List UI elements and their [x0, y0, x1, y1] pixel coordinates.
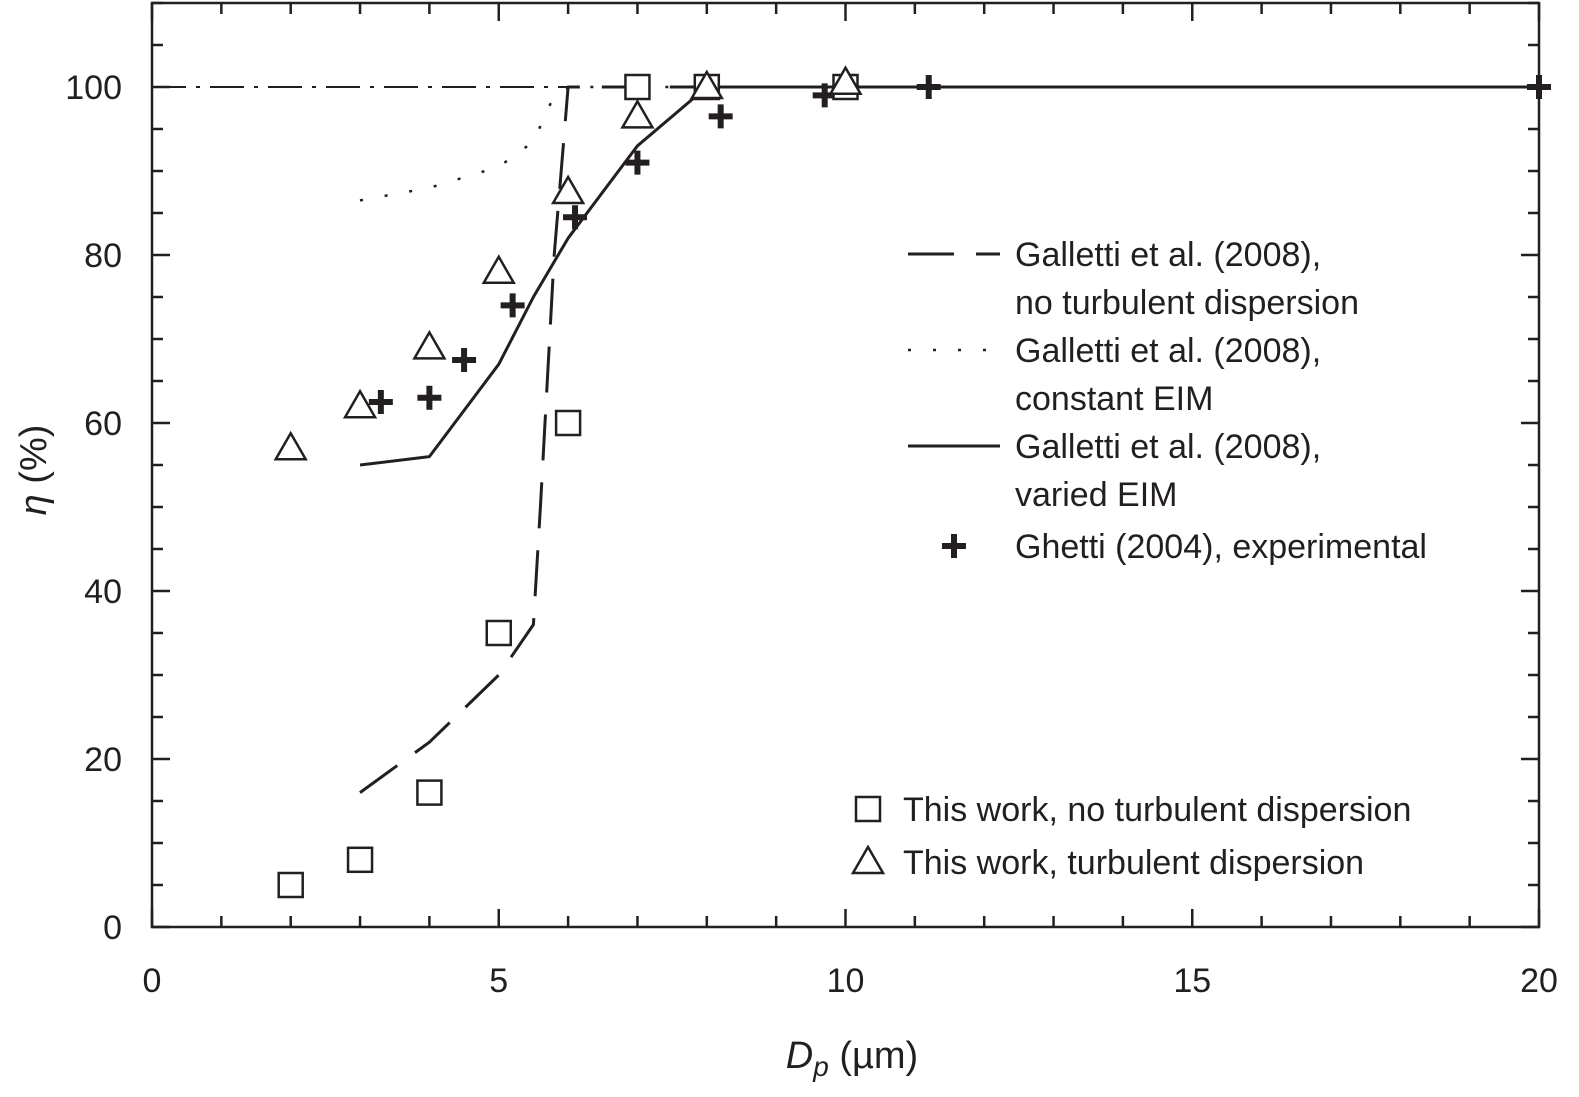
marker-plus — [500, 293, 525, 318]
legend-label: This work, turbulent dispersion — [903, 844, 1364, 882]
marker-square — [416, 779, 443, 806]
plot-frame — [150, 1, 1541, 929]
y-tick-label: 80 — [84, 237, 122, 275]
marker-plus — [625, 150, 650, 175]
marker-triangle — [273, 430, 308, 461]
x-axis-label: Dp (µm) — [786, 1035, 918, 1082]
x-axis-label-sub: p — [812, 1051, 829, 1082]
y-tick-label: 60 — [84, 405, 122, 443]
legend: Galletti et al. (2008), no turbulent disp… — [850, 236, 1427, 882]
legend-label-line2: no turbulent dispersion — [1015, 284, 1359, 322]
marker-triangle — [412, 329, 447, 360]
marker-plus — [708, 104, 733, 129]
y-axis-label-symbol: η — [13, 494, 55, 515]
marker-square — [277, 871, 304, 899]
marker-plus — [368, 390, 393, 414]
marker-plus — [563, 205, 588, 230]
x-tick-label: 15 — [1173, 962, 1211, 1000]
marker-triangle — [550, 174, 586, 205]
series-markers — [273, 65, 1551, 899]
marker-plus — [916, 75, 941, 99]
y-tick-label: 20 — [84, 741, 122, 779]
marker-plus — [417, 385, 442, 410]
x-tick-label: 0 — [143, 962, 162, 1000]
y-tick-label: 40 — [84, 573, 122, 611]
series-line-1 — [359, 85, 1539, 202]
marker-triangle — [620, 98, 655, 129]
legend-label: Galletti et al. (2008), — [1015, 428, 1321, 466]
legend-label-line2: constant EIM — [1015, 380, 1213, 418]
series-line-0 — [359, 85, 1539, 794]
marker-triangle — [481, 254, 516, 285]
y-tick-label: 0 — [103, 909, 122, 947]
legend-label: Ghetti (2004), experimental — [1015, 528, 1427, 566]
marker-square — [554, 409, 582, 437]
legend-label: Galletti et al. (2008), — [1015, 332, 1321, 370]
axis-tick-labels: 0 5 10 15 20 0 20 40 60 80 100 — [65, 69, 1558, 1000]
legend-label: This work, no turbulent dispersion — [903, 791, 1411, 829]
x-tick-label: 20 — [1520, 962, 1558, 1000]
y-axis-label-unit: (%) — [13, 425, 55, 495]
x-axis-label-main: D — [786, 1035, 813, 1077]
marker-square — [624, 73, 651, 101]
y-tick-label: 100 — [65, 69, 122, 107]
series-lines — [152, 85, 1539, 794]
legend-label: Galletti et al. (2008), — [1015, 236, 1321, 274]
marker-triangle — [689, 69, 724, 100]
y-axis-label: η (%) — [13, 425, 55, 516]
marker-square — [346, 846, 374, 874]
legend-label-line2: varied EIM — [1015, 476, 1178, 514]
legend-swatch-triangle — [850, 844, 886, 875]
legend-swatch-plus — [942, 534, 966, 558]
marker-triangle — [342, 388, 378, 419]
marker-plus — [452, 348, 477, 372]
series-line-2 — [359, 85, 1539, 467]
marker-triangle — [828, 65, 863, 96]
x-tick-label: 10 — [827, 962, 865, 1000]
x-tick-label: 5 — [489, 962, 508, 1000]
legend-swatch-square — [854, 795, 882, 823]
x-axis-label-unit: (µm) — [829, 1035, 918, 1077]
marker-square — [485, 619, 512, 647]
